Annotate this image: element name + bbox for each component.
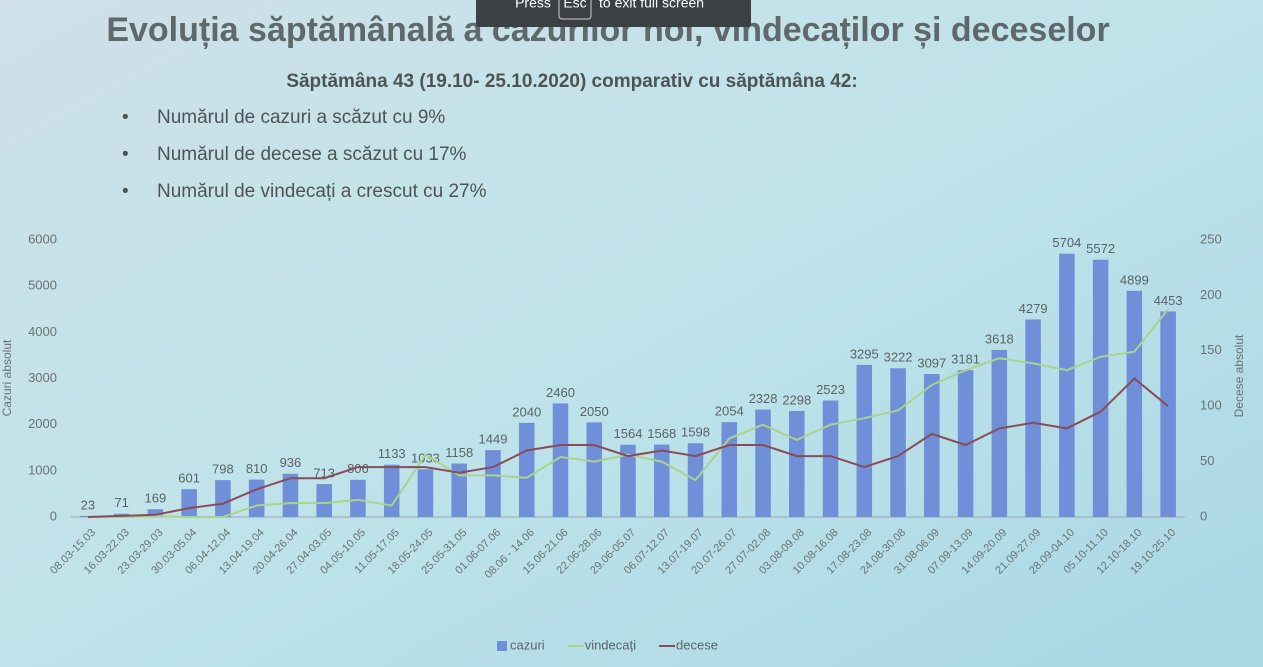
bar: [215, 480, 231, 517]
value-label: 1564: [614, 426, 643, 441]
value-label: 2054: [715, 404, 744, 419]
legend-label: cazuri: [510, 637, 545, 652]
legend-swatch: [497, 641, 507, 651]
value-label: 806: [347, 461, 369, 476]
value-label: 1568: [647, 426, 676, 441]
y2-tick-label: 0: [1200, 508, 1207, 523]
y2-tick-label: 200: [1200, 287, 1222, 302]
bar: [822, 400, 839, 517]
bar: [1059, 253, 1075, 517]
value-label: 1449: [479, 432, 508, 447]
bar: [991, 349, 1008, 517]
value-label: 2328: [749, 391, 778, 406]
note: Numărul de decese a scăzut cu 17%: [157, 144, 467, 165]
value-label: 2040: [512, 404, 541, 419]
bar: [1160, 311, 1176, 517]
line: [87, 308, 1169, 518]
subtitle: Săptămâna 43 (19.10- 25.10.2020) compara…: [286, 71, 857, 92]
bar: [181, 489, 197, 517]
value-label: 4453: [1154, 293, 1183, 308]
bar: [316, 484, 332, 517]
value-label: 798: [212, 462, 234, 477]
bar: [1126, 290, 1143, 517]
bar: [890, 368, 906, 517]
key-box: [558, 0, 592, 20]
bar: [518, 422, 535, 517]
bar: [1092, 259, 1109, 517]
hint-text: Press: [515, 0, 551, 11]
y2-tick-label: 50: [1200, 453, 1214, 468]
value-label: 1158: [445, 445, 473, 460]
y-tick-label: 2000: [28, 416, 57, 431]
bar: [248, 479, 265, 517]
y-tick-label: 0: [50, 508, 57, 523]
value-label: 601: [178, 471, 200, 486]
value-label: 3097: [917, 355, 946, 370]
note: Numărul de cazuri a scăzut cu 9%: [157, 107, 445, 128]
y-tick-label: 4000: [28, 324, 57, 339]
value-label: 3181: [951, 352, 980, 367]
y-axis-title: Cazuri absolut: [0, 339, 14, 416]
bar: [586, 422, 603, 517]
value-label: 2460: [546, 385, 575, 400]
line: [87, 377, 1169, 518]
y-tick-label: 5000: [28, 278, 57, 293]
value-label: 2523: [816, 382, 845, 397]
y2-tick-label: 250: [1200, 231, 1222, 246]
bar: [653, 444, 670, 517]
bullet: •: [122, 144, 129, 165]
value-label: 1033: [411, 451, 440, 466]
y2-tick-label: 100: [1200, 398, 1222, 413]
bar: [282, 473, 299, 517]
legend-label: decese: [676, 637, 718, 652]
bar: [80, 515, 96, 517]
bar: [957, 370, 974, 517]
value-label: 169: [145, 491, 167, 506]
bar: [1025, 319, 1041, 517]
bar: [856, 364, 873, 517]
value-label: 3222: [884, 350, 913, 365]
bar: [552, 403, 569, 517]
y2-axis-title: Decese absolut: [1232, 334, 1246, 417]
value-label: 71: [114, 495, 128, 510]
bar: [451, 463, 467, 517]
value-label: 936: [280, 455, 302, 470]
bar: [485, 450, 501, 517]
bar: [755, 409, 771, 517]
bar: [924, 374, 940, 517]
hint-key: Esc: [563, 0, 586, 11]
y-tick-label: 1000: [28, 462, 57, 477]
value-label: 1133: [378, 446, 406, 461]
y-tick-label: 3000: [28, 370, 57, 385]
y2-tick-label: 150: [1200, 342, 1222, 357]
value-label: 23: [81, 497, 95, 512]
bar: [147, 509, 164, 517]
value-label: 5704: [1052, 235, 1081, 250]
bar: [417, 469, 434, 517]
value-label: 3295: [850, 346, 879, 361]
value-label: 3618: [985, 331, 1014, 346]
hint-text: to exit full screen: [599, 0, 704, 11]
value-label: 810: [246, 461, 268, 476]
bullet: •: [122, 107, 129, 128]
note: Numărul de vindecați a crescut cu 27%: [157, 181, 487, 202]
value-label: 2298: [782, 392, 811, 407]
value-label: 4279: [1019, 301, 1048, 316]
bar: [789, 410, 805, 517]
bullet: •: [122, 181, 129, 202]
value-label: 2050: [580, 404, 609, 419]
value-label: 5572: [1086, 241, 1115, 256]
fullscreen-hint: [476, 0, 751, 27]
legend-label: vindecați: [585, 637, 636, 652]
bar: [620, 444, 636, 517]
y-tick-label: 6000: [28, 231, 57, 246]
bar: [350, 479, 366, 517]
value-label: 1598: [681, 425, 710, 440]
value-label: 4899: [1120, 272, 1149, 287]
bar: [383, 464, 400, 517]
